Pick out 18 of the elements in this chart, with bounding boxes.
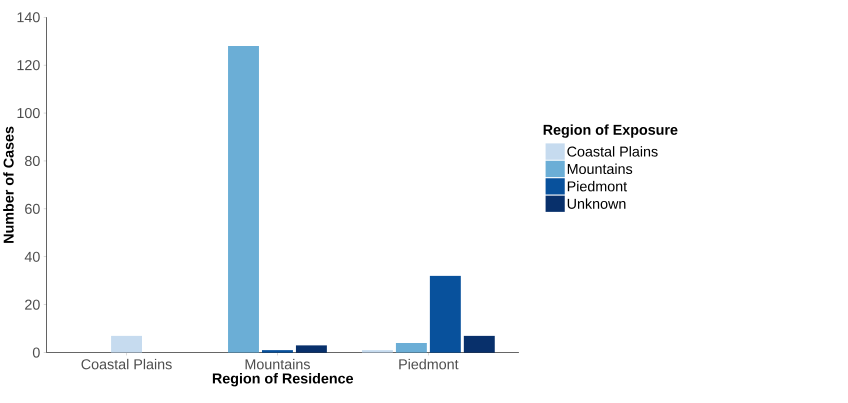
legend-title: Region of Exposure xyxy=(544,124,678,138)
y-tick-label: 40 xyxy=(24,252,40,262)
y-tick-label: 100 xyxy=(18,108,40,118)
x-tick-label: Mountains xyxy=(246,358,310,370)
y-axis-title: Number of Cases xyxy=(3,126,14,243)
x-axis-title: Region of Residence xyxy=(212,372,354,386)
y-tick-label: 120 xyxy=(18,60,40,70)
y-tick-label: 80 xyxy=(25,156,40,166)
x-tick-label: Piedmont xyxy=(399,358,458,370)
legend-label: Coastal Plains xyxy=(567,146,658,156)
y-tick-label: 60 xyxy=(25,204,40,214)
legend-label: Mountains xyxy=(568,163,632,174)
y-tick-label: 140 xyxy=(18,12,40,22)
y-tick-label: 0 xyxy=(32,347,40,358)
legend-label: Unknown xyxy=(568,198,626,209)
legend-label: Piedmont xyxy=(568,180,628,192)
x-tick-label: Coastal Plains xyxy=(82,358,172,370)
y-tick-label: 20 xyxy=(25,299,40,310)
